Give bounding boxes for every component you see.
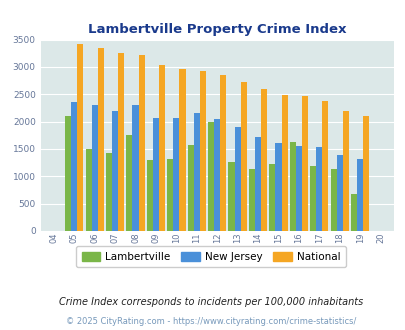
Bar	[254, 137, 260, 231]
Bar	[295, 146, 301, 231]
Bar	[138, 55, 144, 231]
Bar	[336, 155, 342, 231]
Bar	[132, 105, 138, 231]
Bar	[199, 71, 205, 231]
Bar	[301, 96, 307, 231]
Bar	[342, 111, 348, 231]
Text: Crime Index corresponds to incidents per 100,000 inhabitants: Crime Index corresponds to incidents per…	[59, 297, 362, 307]
Bar	[240, 82, 246, 231]
Bar	[98, 49, 104, 231]
Bar	[356, 159, 362, 231]
Bar	[362, 115, 369, 231]
Bar	[330, 169, 336, 231]
Bar	[207, 122, 213, 231]
Bar	[65, 116, 71, 231]
Bar	[71, 102, 77, 231]
Bar	[269, 164, 275, 231]
Bar	[106, 153, 112, 231]
Bar	[112, 111, 118, 231]
Bar	[322, 101, 328, 231]
Bar	[92, 105, 98, 231]
Bar	[193, 113, 199, 231]
Bar	[350, 194, 356, 231]
Bar	[315, 147, 322, 231]
Bar	[147, 160, 153, 231]
Text: © 2025 CityRating.com - https://www.cityrating.com/crime-statistics/: © 2025 CityRating.com - https://www.city…	[66, 317, 356, 326]
Bar	[248, 169, 254, 231]
Bar	[281, 95, 287, 231]
Text: Lambertville Property Crime Index: Lambertville Property Crime Index	[88, 23, 345, 36]
Bar	[220, 75, 226, 231]
Bar	[289, 143, 295, 231]
Bar	[126, 135, 132, 231]
Bar	[275, 143, 281, 231]
Bar	[118, 53, 124, 231]
Bar	[173, 118, 179, 231]
Legend: Lambertville, New Jersey, National: Lambertville, New Jersey, National	[76, 247, 345, 267]
Bar	[234, 127, 240, 231]
Bar	[167, 159, 173, 231]
Bar	[77, 44, 83, 231]
Bar	[179, 69, 185, 231]
Bar	[213, 119, 220, 231]
Bar	[187, 145, 193, 231]
Bar	[228, 162, 234, 231]
Bar	[309, 166, 315, 231]
Bar	[260, 89, 266, 231]
Bar	[153, 118, 159, 231]
Bar	[85, 149, 92, 231]
Bar	[159, 65, 165, 231]
